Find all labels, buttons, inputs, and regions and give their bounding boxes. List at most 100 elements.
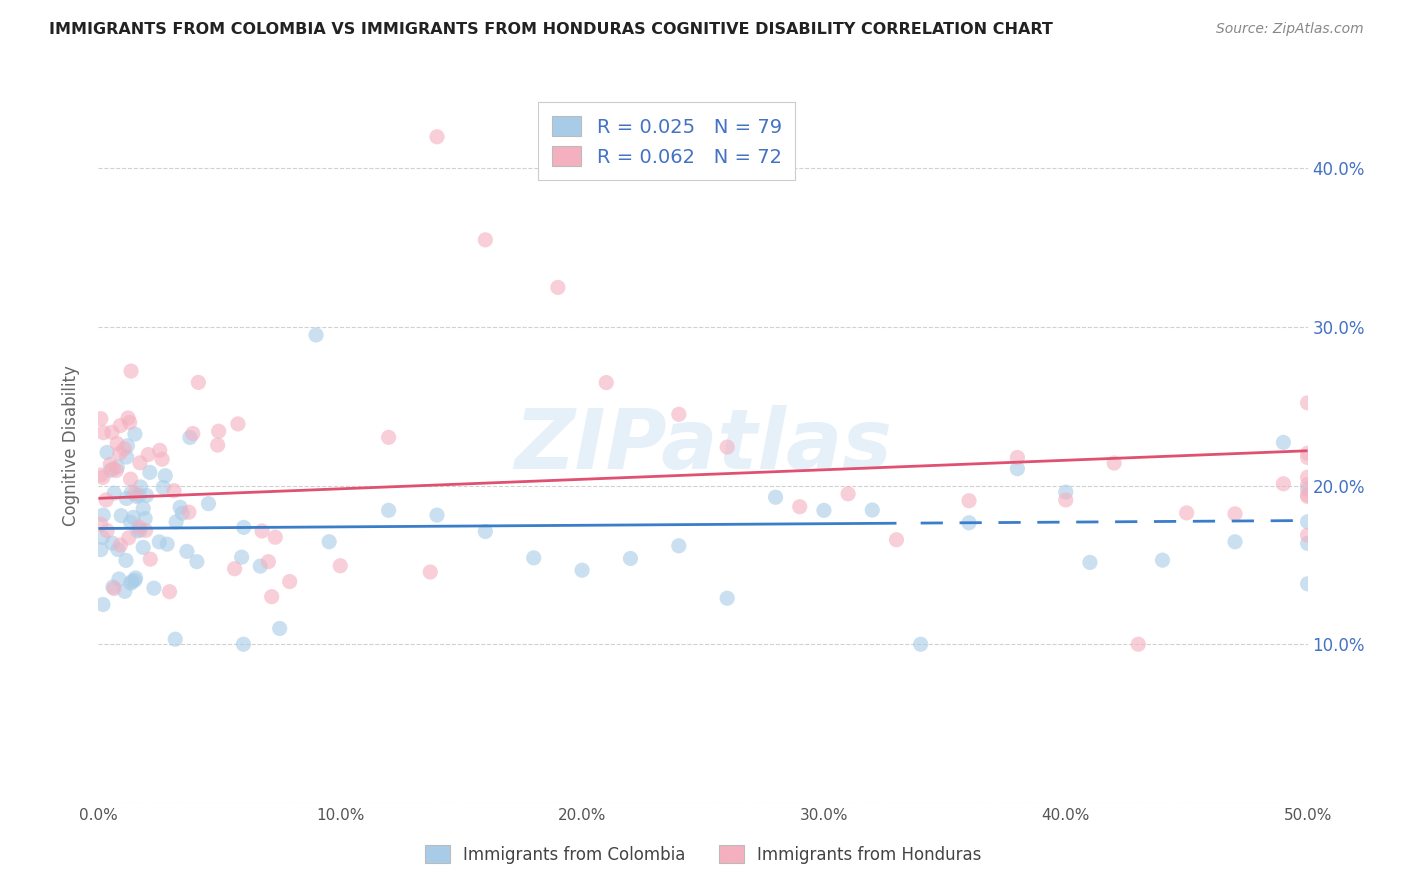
Point [142,581,165,595]
Point [134,511,156,525]
Point [129,480,152,494]
Point [108,572,131,586]
Point [305,328,328,343]
Point [1007,450,1029,465]
Point [249,559,271,574]
Point [163,483,186,498]
Point [187,376,209,390]
Point [91,531,114,545]
Point [1296,396,1319,410]
Text: Source: ZipAtlas.com: Source: ZipAtlas.com [1216,22,1364,37]
Point [115,450,138,464]
Point [169,500,191,515]
Point [177,505,200,519]
Point [172,506,194,520]
Point [124,574,146,588]
Point [264,530,287,544]
Point [129,456,152,470]
Point [257,555,280,569]
Point [595,376,617,390]
Point [120,472,142,486]
Point [179,430,201,444]
Point [105,463,128,477]
Point [426,508,449,522]
Point [122,510,145,524]
Point [120,364,142,378]
Point [125,490,148,504]
Point [91,598,114,612]
Point [93,425,115,440]
Point [120,516,142,530]
Point [474,233,496,247]
Point [232,637,254,651]
Point [118,416,141,430]
Point [117,411,139,425]
Point [208,424,231,438]
Point [128,488,150,502]
Point [186,555,208,569]
Point [1296,488,1319,502]
Point [1078,556,1101,570]
Point [112,442,135,456]
Point [1054,485,1077,500]
Point [668,407,690,421]
Point [1223,534,1246,549]
Point [156,537,179,551]
Point [103,582,125,596]
Text: ZIPatlas: ZIPatlas [515,406,891,486]
Point [668,539,690,553]
Point [1296,482,1319,496]
Point [1296,490,1319,504]
Point [94,493,117,508]
Point [149,443,172,458]
Point [260,590,283,604]
Point [957,493,980,508]
Point [957,516,980,530]
Point [91,470,114,484]
Point [207,438,229,452]
Point [269,622,291,636]
Point [1296,528,1319,542]
Point [1175,506,1198,520]
Point [1007,461,1029,475]
Point [121,485,143,500]
Point [155,468,177,483]
Point [813,503,835,517]
Point [197,497,219,511]
Point [226,417,249,431]
Point [619,551,641,566]
Point [1054,492,1077,507]
Point [1296,470,1319,484]
Text: IMMIGRANTS FROM COLOMBIA VS IMMIGRANTS FROM HONDURAS COGNITIVE DISABILITY CORREL: IMMIGRANTS FROM COLOMBIA VS IMMIGRANTS F… [49,22,1053,37]
Point [1152,553,1174,567]
Point [860,503,883,517]
Point [105,460,128,475]
Point [1296,477,1319,491]
Point [127,524,149,538]
Point [547,280,569,294]
Point [101,580,124,594]
Legend: R = 0.025   N = 79, R = 0.062   N = 72: R = 0.025 N = 79, R = 0.062 N = 72 [538,103,796,180]
Point [150,452,173,467]
Point [571,563,593,577]
Point [910,637,932,651]
Point [120,576,142,591]
Point [1272,476,1295,491]
Point [117,439,139,453]
Point [124,571,146,585]
Point [128,520,150,534]
Point [250,524,273,538]
Point [135,524,157,538]
Point [765,490,787,504]
Point [139,466,162,480]
Point [101,425,124,440]
Point [108,446,131,460]
Point [474,524,496,539]
Point [426,129,449,144]
Point [129,523,152,537]
Point [419,565,441,579]
Point [96,445,118,459]
Point [136,448,159,462]
Point [114,584,136,599]
Point [132,501,155,516]
